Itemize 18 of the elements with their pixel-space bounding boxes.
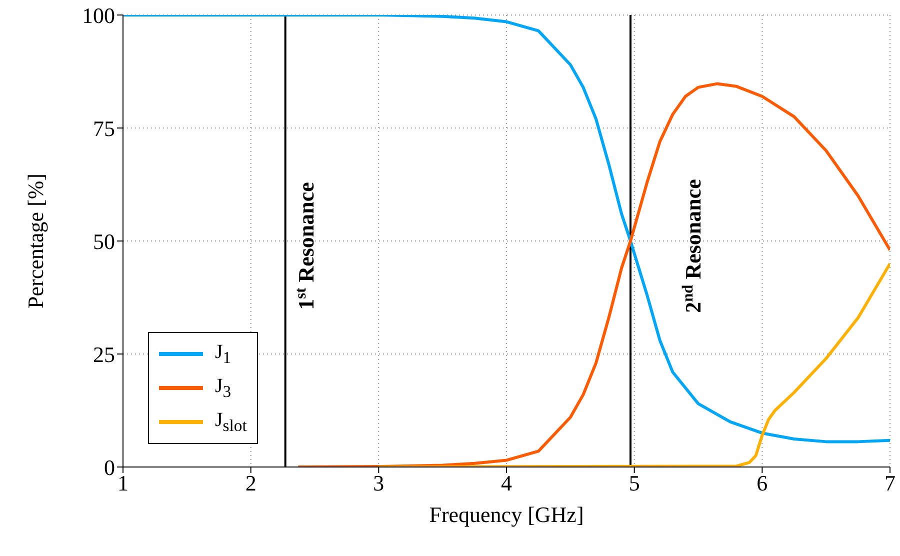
y-tick-label: 75 <box>93 116 115 141</box>
x-tick-label: 6 <box>756 470 768 496</box>
y-tick-label: 100 <box>82 2 115 28</box>
legend-label: J$_{1}$ <box>215 340 232 366</box>
y-axis-title: Percentage [%] <box>22 174 48 308</box>
legend-label: J$_{3}$ <box>215 374 232 400</box>
x-axis-title: Frequency [GHz] <box>429 502 584 527</box>
x-tick-label: 7 <box>884 470 896 496</box>
x-tick-label: 4 <box>501 470 512 496</box>
x-tick-label: 2 <box>245 470 256 496</box>
y-tick-label: 25 <box>93 342 115 367</box>
y-tick-label: 0 <box>104 454 115 480</box>
line-series <box>296 82 890 467</box>
legend-label: J$_{slot}$ <box>215 408 247 434</box>
x-tick-label: 5 <box>628 470 640 496</box>
x-tick-label: 1 <box>118 470 128 496</box>
x-tick-label: 3 <box>373 470 384 496</box>
y-tick-label: 50 <box>93 228 115 254</box>
